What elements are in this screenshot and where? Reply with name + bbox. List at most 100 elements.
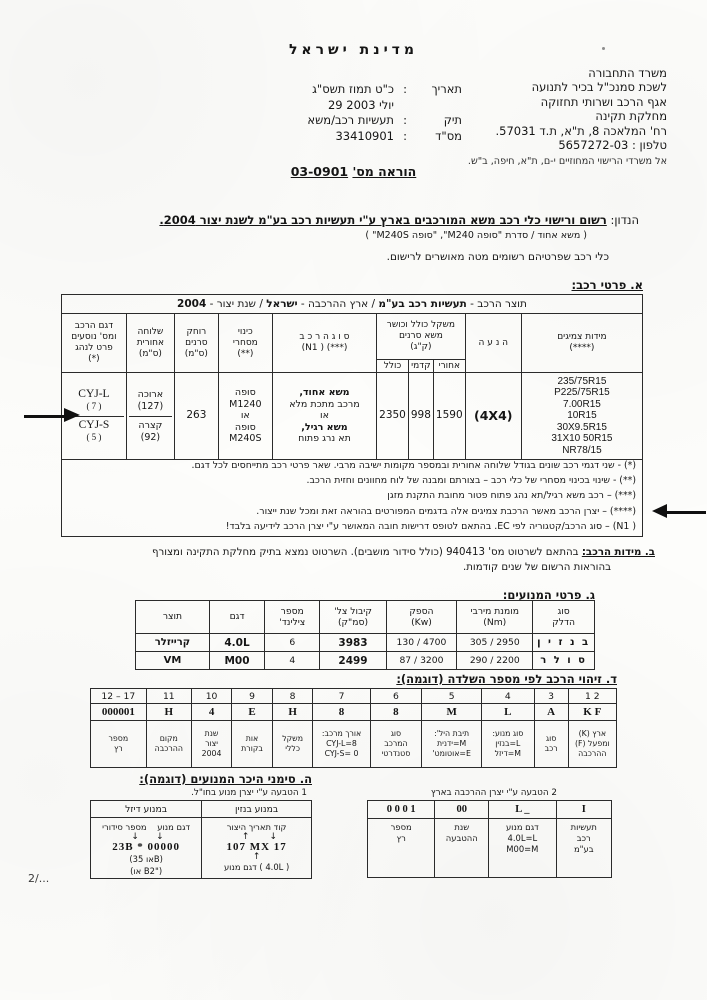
title-part-3: / שנת יצור -: [206, 298, 267, 310]
code-6: 8: [369, 703, 423, 721]
desc-11: מקום ההרכבה: [145, 720, 192, 768]
th-fuel-type: סוג הדלק: [532, 600, 595, 634]
cell-torque: 290 / 2200: [456, 651, 534, 670]
code-engine-model: L _: [488, 800, 557, 819]
th-displacement: קיבול צל' (סמ"ק): [319, 600, 387, 634]
th-wheelbase: רוחק סרנים (ס"מ): [173, 313, 219, 373]
code-4: L: [481, 703, 535, 721]
diesel-model-label: דגם מנוע: [157, 822, 191, 832]
section-e-caption-1: 1 הטבעה ע"י יצרן מנוע בחו"ל.: [191, 788, 307, 798]
page-number: 2/...: [28, 872, 50, 885]
local-engine-marking-table: I L _ 00 0 0 0 1 תעשיות רכב בע"מ דגם מנו…: [366, 800, 613, 878]
distribution-line: אל משרדי הרישוי המחוזיים י-ם, ת"א, חיפה,…: [467, 156, 667, 168]
desc-9: אות בקורת: [231, 720, 273, 768]
subject-subtitle: ( משא אחוד / סדרת "סופה M240", "סופה M24…: [365, 230, 587, 241]
table-subheader-row: אחורי קדמי כולל: [62, 359, 643, 373]
cell-weight-front: 998: [407, 372, 434, 460]
pos-6: 6: [369, 688, 423, 704]
vehicle-details-table: תוצר הרכב - תעשיות רכב בע"מ / ארץ ההרכבה…: [61, 294, 644, 460]
cell-engine-maker: VM: [135, 651, 210, 670]
section-a-heading: א. פרטי רכב:: [571, 278, 643, 292]
pos-3: 3: [533, 688, 569, 704]
pos-12-17: 12 – 17: [90, 688, 147, 704]
th-max-torque: מומנת מירבי (Nm): [456, 600, 534, 634]
table-row: ב נ ז י ן 305 / 2950 130 / 4700 3983 6 4…: [135, 633, 595, 652]
desc-1-2: ארץ (K) ומפעל (F) ההרכבה: [567, 720, 618, 768]
th-weight-front: קדמי: [407, 359, 434, 373]
arrow-down-marks: ↓ ↓: [128, 832, 164, 842]
th-rear-overhang: שלוחה אחורית (ס"מ): [125, 313, 175, 373]
cell-petrol-marking: קוד תאריך היצור ↑ ↓ 107 MX 17 ↑ דגם מנוע…: [201, 817, 312, 879]
arrow-up-marks: ↑ ↓: [236, 832, 278, 842]
cell-cylinders: 6: [264, 633, 321, 652]
table-row: 235/75R15 P225/75R15 7.00R15 10R15 30X9.…: [61, 372, 644, 460]
cell-displacement: 3983: [319, 633, 387, 652]
section-d-heading: ד. זיהוי הרכב לפי מספר השלדה (דוגמה):: [396, 672, 617, 686]
diesel-serial-label: מספר סידורי: [102, 822, 147, 832]
code-12-17: 000001: [90, 703, 147, 721]
engine-details-table: סוג הדלק מומנת מירבי (Nm) הספק (Kw) קיבו…: [135, 600, 595, 670]
subject-text: רשום ורישוי כלי רכב משא המורכבים בארץ ע"…: [159, 213, 607, 227]
cell-fuel-type: ס ו ל ר: [532, 651, 595, 670]
title-manufacturer: תעשיות רכב בע"מ: [378, 298, 467, 310]
ministry-address-block: משרד התחבורה לשכת סמנכ"ל בכיר לתנועה אגף…: [367, 66, 667, 170]
cell-vehicle-kind: משא אחוד, מרכב מתכת מלא או משא רגיל, תא …: [271, 372, 378, 460]
directive-heading: הוראה מס' 03-0901: [0, 164, 707, 179]
subject-note: כלי רכב שפרטיהם רשומים מטה מאושרים לרישו…: [386, 251, 609, 263]
pos-8: 8: [271, 688, 314, 704]
diesel-alt-2: (או B2"): [130, 866, 163, 876]
th-model: דגם הרכב ומס' נוסעים פרט לנהג (*): [61, 313, 127, 373]
section-a-footnotes: (*) - שני דגמי רכב שונים בגודל שלוחה אחו…: [61, 456, 643, 538]
code-11: H: [145, 703, 192, 721]
chassis-position-row: 1 2 3 4 5 6 7 8 9 10 11 12 – 17: [90, 688, 618, 704]
desc-5: תיבת היל': M=ידנית E=אוטומט': [421, 720, 483, 768]
section-b-block: ב. מידות הרכב: בהתאם לשרטוט מס' 940413 (…: [55, 545, 655, 575]
th-engine-maker: תוצר: [135, 600, 210, 634]
th-weights: משקל כולל וכושר משא סרנים (ק"ג): [376, 313, 466, 360]
code-3: A: [533, 703, 569, 721]
annotation-arrow-right: [652, 504, 706, 518]
cell-rear-overhang: ארוכה (127) קצרה (92): [125, 372, 175, 460]
desc-4: סוג מנוע: L=בנזין M=דיזל: [481, 720, 535, 768]
cell-cylinders: 4: [264, 651, 321, 670]
cell-diesel-marking: דגם מנוע מספר סידורי ↓ ↓ 23B * 00000 (או…: [89, 817, 203, 879]
table-row: ס ו ל ר 290 / 2200 87 / 3200 2499 4 M00 …: [135, 651, 595, 670]
tyre-size: P225/75R15: [554, 387, 610, 399]
footnote-3: (***) – רכב משא רגיל/תא נהג פתוח פטור מח…: [387, 490, 636, 502]
section-c-heading: ג. פרטי המנועים:: [502, 588, 595, 602]
section-b-line2: בהוראות הרשום של שנים קודמות.: [462, 562, 611, 573]
section-e-caption-2: 2 הטבעה ע"י יצרן ההרכבה בארץ: [430, 788, 557, 798]
cell-fuel-type: ב נ ז י ן: [532, 633, 595, 652]
directive-number: 03-0901: [290, 164, 349, 179]
ministry-bureau: לשכת סמנכ"ל בכיר לתנועה: [531, 80, 667, 95]
petrol-engine-model-note: דגם מנוע ( 4.0L ): [223, 862, 290, 872]
cell-weight-total: 2350: [376, 372, 409, 460]
table-header-row: במנוע בנזין במנוע דיזל: [89, 800, 312, 818]
cell-power: 130 / 4700: [385, 633, 458, 652]
ministry-department: מחלקת תקינה: [595, 109, 667, 124]
code-8: H: [271, 703, 314, 721]
vehicle-table-title: תוצר הרכב - תעשיות רכב בע"מ / ארץ ההרכבה…: [61, 294, 643, 314]
th-weight-rear: אחורי: [432, 359, 466, 373]
title-part-2: / ארץ ההרכבה -: [297, 298, 379, 310]
diesel-alt-1: (או 35B): [129, 854, 163, 864]
desc-8: משקל כללי: [271, 720, 314, 768]
cell-wheelbase: 263: [173, 372, 219, 460]
desc-6: סוג המרכב סטנדרטי: [369, 720, 423, 768]
footnote-2: (**) - שינוי בכינוי מסחרי של כלי רכב – ב…: [306, 475, 636, 487]
ministry-street: רח' המלאכה 8, ת"א, ת.ד 57031.: [495, 123, 667, 138]
date-label-spacer: [410, 98, 462, 114]
pos-9: 9: [231, 688, 273, 704]
desc-stamp-year: שנת ההטבעה: [434, 818, 490, 878]
subject-label: הנדון:: [610, 213, 639, 227]
table-title-row: תוצר הרכב - תעשיות רכב בע"מ / ארץ ההרכבה…: [61, 294, 643, 314]
ministry-name: משרד התחבורה: [588, 66, 667, 80]
ref-colon: :: [403, 128, 407, 143]
date-hebrew-value: כ"ט תמוז תשס"ג: [312, 82, 394, 96]
pos-1-2: 1 2: [567, 688, 618, 704]
file-value: תעשיות רכב/משא: [307, 113, 394, 127]
cell-engine-model: M00: [208, 651, 266, 670]
section-e-heading: ה. סימני היכר המנועים (דוגמה):: [139, 772, 312, 786]
th-diesel-engine: במנוע דיזל: [89, 800, 203, 818]
